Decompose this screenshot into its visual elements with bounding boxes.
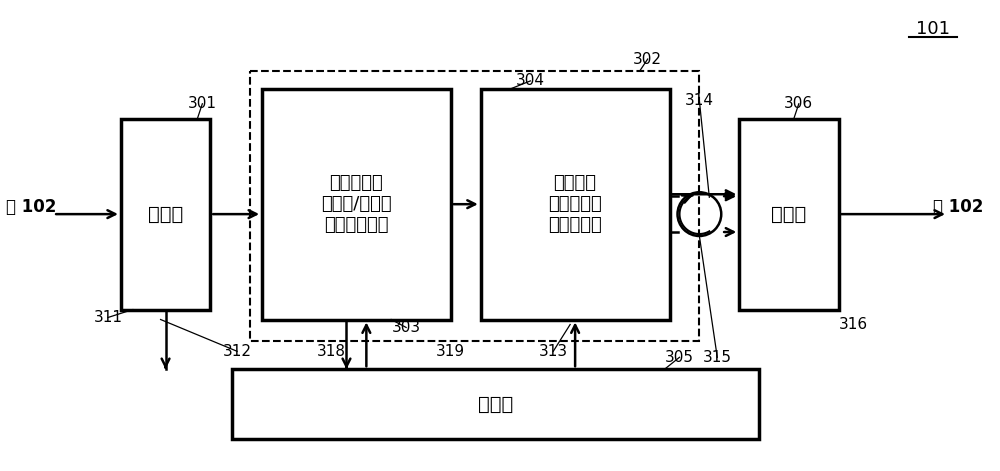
- Text: 311: 311: [93, 310, 122, 325]
- Text: 306: 306: [784, 96, 813, 111]
- Bar: [262, 89, 451, 319]
- Text: 向 102: 向 102: [933, 198, 983, 216]
- Text: 存储部: 存储部: [478, 395, 513, 414]
- Text: 从 102: 从 102: [6, 198, 57, 216]
- Text: 315: 315: [703, 350, 732, 365]
- Bar: [481, 89, 670, 319]
- Text: 304: 304: [516, 73, 545, 89]
- Text: 动作决定部
（运转/停止指
令、目标值）: 动作决定部 （运转/停止指 令、目标值）: [321, 174, 392, 234]
- Text: 316: 316: [839, 317, 868, 332]
- Text: 312: 312: [223, 344, 252, 359]
- Text: 314: 314: [685, 93, 714, 108]
- Text: 301: 301: [188, 96, 217, 111]
- Text: 控制参数
决定部（稳
定性指标）: 控制参数 决定部（稳 定性指标）: [548, 174, 602, 234]
- Bar: [232, 369, 759, 439]
- Text: 313: 313: [539, 344, 568, 359]
- Text: 发送部: 发送部: [771, 204, 806, 224]
- Text: 318: 318: [317, 344, 346, 359]
- Text: 305: 305: [665, 350, 694, 365]
- Bar: [121, 119, 210, 309]
- Bar: [250, 71, 699, 341]
- Text: 303: 303: [392, 320, 421, 335]
- Text: 302: 302: [633, 51, 662, 66]
- Bar: [739, 119, 839, 309]
- Text: 319: 319: [436, 344, 465, 359]
- Text: 接收部: 接收部: [148, 204, 183, 224]
- Text: 101: 101: [916, 20, 950, 38]
